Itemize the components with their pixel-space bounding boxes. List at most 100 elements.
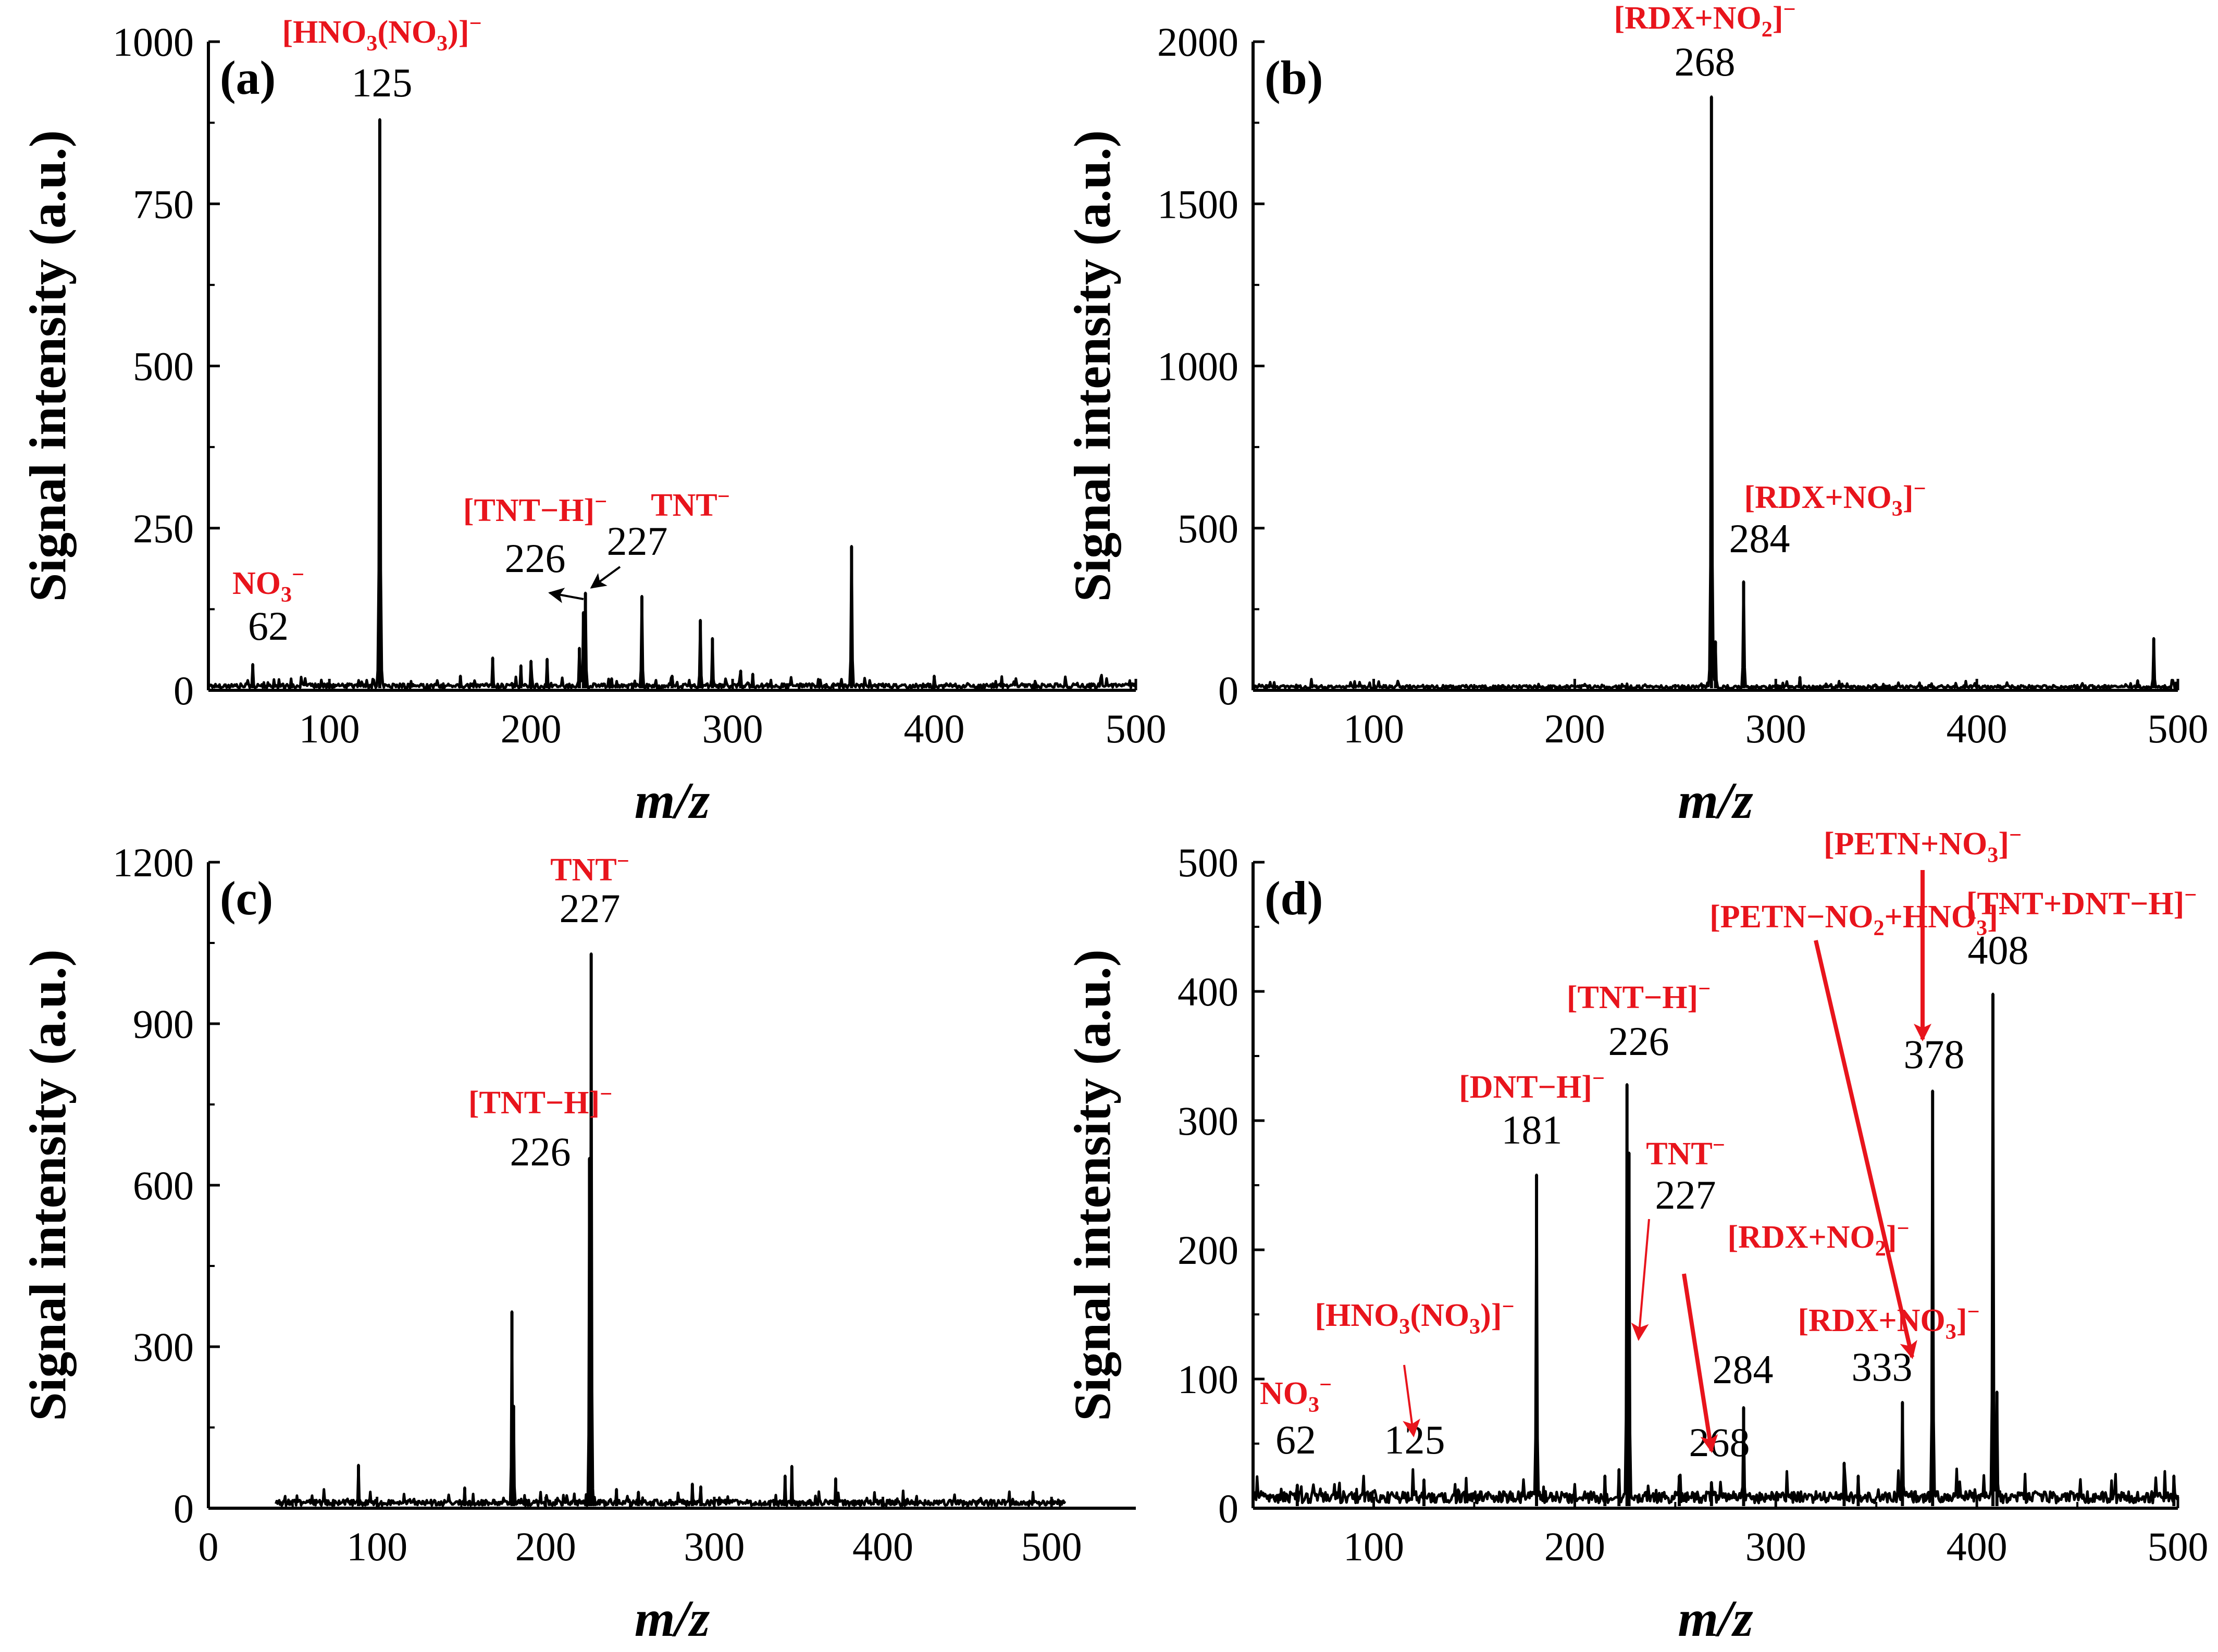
x-axis-title: m/z bbox=[1678, 1589, 1753, 1647]
y-tick-label: 0 bbox=[1218, 1486, 1238, 1531]
x-tick-label: 400 bbox=[852, 1524, 913, 1569]
y-tick-label: 1000 bbox=[1157, 344, 1238, 389]
y-tick-label: 300 bbox=[1178, 1098, 1238, 1144]
x-tick-label: 300 bbox=[702, 706, 763, 751]
peak-mz-label: 284 bbox=[1713, 1347, 1774, 1392]
peak-ion-label: [RDX+NO3]− bbox=[1798, 1299, 1979, 1344]
x-tick-label: 300 bbox=[684, 1524, 745, 1569]
x-tick-label: 100 bbox=[299, 706, 360, 751]
y-tick-label: 0 bbox=[1218, 668, 1238, 713]
x-tick-label: 100 bbox=[346, 1524, 407, 1569]
panel-label: (b) bbox=[1265, 51, 1323, 104]
panel-label: (a) bbox=[220, 51, 276, 104]
chart-panel-b: 0 500 1000 1500 2000 100 200 300 400 500 m/z Signal… bbox=[1063, 0, 2209, 829]
y-tick-label: 250 bbox=[133, 506, 194, 551]
y-axis-title: Signal intensity (a.u.) bbox=[1063, 130, 1121, 602]
y-tick-label: 900 bbox=[133, 1001, 194, 1047]
x-tick-label: 200 bbox=[515, 1524, 576, 1569]
spectrum-line bbox=[1252, 95, 2179, 690]
x-axis-title: m/z bbox=[1678, 772, 1753, 829]
spectrum-line bbox=[1252, 992, 2179, 1505]
arrow-125 bbox=[1403, 1364, 1420, 1437]
arrow-227 bbox=[590, 566, 621, 589]
peak-ion-label: [TNT−H]− bbox=[463, 489, 607, 528]
y-tick-label: 1200 bbox=[113, 840, 194, 885]
arrow-227-d bbox=[1631, 1219, 1650, 1341]
peak-ion-label: TNT− bbox=[651, 484, 730, 523]
x-axis-title: m/z bbox=[635, 772, 710, 829]
panel-label: (d) bbox=[1265, 872, 1323, 925]
peak-mz-label: 268 bbox=[1689, 1420, 1750, 1465]
x-tick-label: 500 bbox=[2148, 706, 2209, 751]
x-tick-label: 0 bbox=[199, 1524, 219, 1569]
y-tick-label: 300 bbox=[133, 1324, 194, 1370]
x-tick-label: 300 bbox=[1745, 706, 1806, 751]
y-tick-label: 0 bbox=[174, 1486, 194, 1531]
chart-panel-d: 0 100 200 300 400 500 100 200 300 400 500 m/z Signal… bbox=[1063, 823, 2209, 1647]
peak-mz-label: 268 bbox=[1675, 39, 1736, 84]
chart-panel-c: 0 300 600 900 1200 0 100 200 300 400 500 m/z Signal … bbox=[19, 840, 1136, 1647]
peak-mz-label: 181 bbox=[1502, 1107, 1563, 1152]
peak-mz-label: 227 bbox=[1655, 1172, 1716, 1218]
peak-mz-label: 227 bbox=[607, 518, 668, 564]
x-tick-label: 200 bbox=[501, 706, 562, 751]
x-tick-label: 200 bbox=[1544, 1524, 1605, 1569]
y-tick-label: 500 bbox=[133, 344, 194, 389]
peak-ion-label: [RDX+NO2]− bbox=[1614, 0, 1795, 42]
x-axis-title: m/z bbox=[635, 1589, 710, 1647]
peak-mz-label: 226 bbox=[510, 1129, 571, 1174]
y-tick-label: 200 bbox=[1178, 1227, 1238, 1273]
peak-ion-label: [HNO3(NO3)]− bbox=[1315, 1294, 1514, 1338]
peak-mz-label: 226 bbox=[505, 536, 566, 581]
y-tick-label: 1000 bbox=[113, 19, 194, 65]
x-tick-label: 400 bbox=[1947, 706, 2008, 751]
peak-ion-label: [RDX+NO2]− bbox=[1727, 1216, 1909, 1260]
arrow-268 bbox=[1682, 1273, 1718, 1453]
arrow-226 bbox=[548, 588, 584, 603]
y-axis-title: Signal intensity (a.u.) bbox=[19, 949, 77, 1421]
peak-ion-label: NO3− bbox=[1260, 1372, 1332, 1417]
x-tick-label: 500 bbox=[1021, 1524, 1082, 1569]
spectrum-line bbox=[207, 118, 1137, 690]
x-tick-label: 100 bbox=[1343, 706, 1404, 751]
y-tick-label: 2000 bbox=[1157, 19, 1238, 65]
y-tick-label: 750 bbox=[133, 181, 194, 227]
peak-mz-label: 284 bbox=[1729, 516, 1790, 561]
x-tick-label: 400 bbox=[904, 706, 965, 751]
x-tick-label: 100 bbox=[1343, 1524, 1404, 1569]
peak-mz-label: 62 bbox=[248, 603, 289, 649]
y-tick-label: 400 bbox=[1178, 969, 1238, 1014]
x-tick-label: 500 bbox=[1106, 706, 1167, 751]
x-tick-label: 500 bbox=[2148, 1524, 2209, 1569]
x-tick-label: 400 bbox=[1947, 1524, 2008, 1569]
x-tick-label: 300 bbox=[1745, 1524, 1806, 1569]
peak-mz-label: 125 bbox=[352, 60, 413, 105]
chart-panel-a: 0 250 500 750 1000 100 200 300 400 500 m/z Signal i… bbox=[19, 11, 1167, 829]
peak-ion-label: [RDX+NO3]− bbox=[1744, 476, 1926, 520]
y-axis-title: Signal intensity (a.u.) bbox=[19, 130, 77, 602]
x-tick-label: 200 bbox=[1544, 706, 1605, 751]
y-tick-label: 500 bbox=[1178, 506, 1238, 551]
panel-label: (c) bbox=[220, 872, 273, 925]
peak-mz-label: 226 bbox=[1608, 1018, 1669, 1064]
peak-ion-label: [PETN+NO3]− bbox=[1824, 823, 2022, 867]
peak-mz-label: 408 bbox=[1968, 927, 2029, 973]
y-axis-title: Signal intensity (a.u.) bbox=[1063, 949, 1121, 1421]
peak-mz-label: 378 bbox=[1904, 1032, 1965, 1077]
peak-mz-label: 62 bbox=[1275, 1417, 1316, 1462]
spectrum-line bbox=[275, 952, 1067, 1507]
peak-mz-label: 125 bbox=[1384, 1417, 1445, 1462]
peak-ion-label: [TNT−H]− bbox=[1567, 976, 1711, 1015]
peak-ion-label: [TNT−H]− bbox=[468, 1082, 612, 1121]
peak-ion-label: TNT− bbox=[1646, 1133, 1725, 1172]
peak-ion-label: TNT− bbox=[550, 849, 629, 888]
peak-mz-label: 333 bbox=[1852, 1344, 1913, 1389]
y-tick-label: 1500 bbox=[1157, 181, 1238, 227]
peak-ion-label: [PETN−NO2+HNO3]− bbox=[1709, 896, 2011, 940]
y-tick-label: 500 bbox=[1178, 840, 1238, 885]
y-tick-label: 100 bbox=[1178, 1357, 1238, 1402]
peak-ion-label: NO3− bbox=[232, 562, 304, 606]
peak-ion-label: [DNT−H]− bbox=[1459, 1066, 1605, 1105]
peak-mz-label: 227 bbox=[560, 886, 621, 931]
